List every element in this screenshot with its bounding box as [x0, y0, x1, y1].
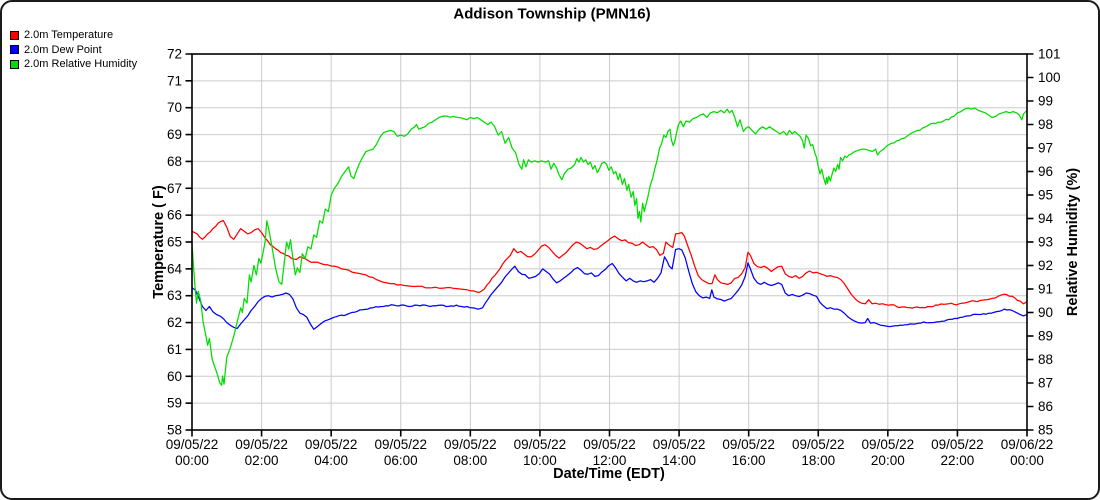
x-tick-label-time: 06:00 — [384, 453, 418, 468]
gridlines — [192, 54, 1027, 430]
y-right-tick-label: 91 — [1038, 282, 1053, 297]
y-right-tick-label: 95 — [1038, 188, 1053, 203]
x-tick-label-date: 09/05/22 — [374, 437, 427, 452]
x-tick-label-date: 09/05/22 — [166, 437, 219, 452]
series-line-relative-humidity — [192, 107, 1027, 386]
y-right-tick-label: 97 — [1038, 141, 1053, 156]
x-axis-title: Date/Time (EDT) — [553, 466, 665, 482]
right-axis-title: Relative Humidity (%) — [1065, 167, 1081, 317]
x-tick-label-date: 09/05/22 — [235, 437, 288, 452]
x-tick-label-date: 09/05/22 — [305, 437, 358, 452]
x-tick-label-date: 09/05/22 — [862, 437, 915, 452]
y-left-tick-label: 61 — [167, 342, 182, 357]
legend-label: 2.0m Temperature — [24, 29, 114, 42]
legend-item-dew-point: 2.0m Dew Point — [10, 43, 137, 58]
y-right-tick-label: 93 — [1038, 235, 1053, 250]
y-left-tick-label: 63 — [167, 288, 182, 303]
y-left-tick-label: 66 — [167, 208, 182, 223]
y-left-tick-label: 64 — [167, 261, 183, 276]
x-tick-label-date: 09/05/22 — [514, 437, 567, 452]
y-right-tick-label: 99 — [1038, 94, 1053, 109]
y-left-tick-label: 72 — [167, 47, 182, 62]
legend-label: 2.0m Dew Point — [24, 43, 102, 56]
series-lines — [192, 107, 1027, 386]
y-right-tick-label: 88 — [1038, 352, 1053, 367]
y-right-tick-label: 89 — [1038, 329, 1053, 344]
y-left-tick-label: 70 — [167, 100, 182, 115]
y-right-tick-label: 87 — [1038, 376, 1053, 391]
y-left-tick-label: 59 — [167, 396, 182, 411]
y-right-tick-label: 96 — [1038, 164, 1053, 179]
legend-label: 2.0m Relative Humidity — [24, 58, 138, 71]
tick-labels: 58 59 60 61 62 63 64 65 66 67 68 69 70 71 72 85 86 87 88 89… — [166, 47, 1061, 469]
left-axis-title: Temperature ( F) — [151, 185, 167, 299]
x-tick-label-time: 00:00 — [1010, 453, 1044, 468]
x-tick-label-time: 20:00 — [871, 453, 905, 468]
x-tick-label-date: 09/05/22 — [583, 437, 636, 452]
x-tick-label-date: 09/05/22 — [653, 437, 706, 452]
y-left-tick-label: 60 — [167, 369, 182, 384]
x-tick-label-date: 09/05/22 — [722, 437, 775, 452]
x-tick-label-time: 02:00 — [245, 453, 279, 468]
x-tick-label-time: 08:00 — [453, 453, 487, 468]
x-tick-label-date: 09/05/22 — [931, 437, 984, 452]
y-left-tick-label: 69 — [167, 127, 182, 142]
x-tick-label-time: 16:00 — [732, 453, 766, 468]
x-tick-label-date: 09/05/22 — [444, 437, 497, 452]
y-left-tick-label: 58 — [167, 423, 182, 438]
x-tick-label-time: 04:00 — [314, 453, 348, 468]
series-line-temperature — [192, 219, 1027, 309]
y-left-tick-label: 65 — [167, 235, 182, 250]
temperature-swatch-icon — [10, 30, 19, 40]
x-tick-label-time: 00:00 — [175, 453, 209, 468]
y-left-tick-label: 68 — [167, 154, 182, 169]
series-line-dew-point — [192, 248, 1027, 330]
y-right-tick-label: 85 — [1038, 423, 1053, 438]
chart-title: Addison Township (PMN16) — [453, 5, 651, 23]
relative-humidity-swatch-icon — [10, 59, 19, 69]
y-right-tick-label: 92 — [1038, 258, 1053, 273]
x-tick-label-time: 18:00 — [801, 453, 835, 468]
x-tick-label-time: 10:00 — [523, 453, 557, 468]
y-right-tick-label: 98 — [1038, 117, 1053, 132]
legend-item-temperature: 2.0m Temperature — [10, 28, 137, 43]
legend: 2.0m Temperature 2.0m Dew Point 2.0m Relat… — [10, 28, 137, 72]
axis-ticks — [185, 53, 1034, 437]
x-tick-label-time: 14:00 — [662, 453, 696, 468]
y-right-tick-label: 86 — [1038, 399, 1053, 414]
y-left-tick-label: 71 — [167, 73, 182, 88]
x-tick-label-time: 12:00 — [593, 453, 627, 468]
y-left-tick-label: 67 — [167, 181, 182, 196]
y-right-tick-label: 101 — [1038, 47, 1061, 62]
y-left-tick-label: 62 — [167, 315, 182, 330]
x-tick-label-time: 22:00 — [941, 453, 975, 468]
y-right-tick-label: 90 — [1038, 305, 1053, 320]
y-right-tick-label: 100 — [1038, 70, 1061, 85]
legend-item-relative-humidity: 2.0m Relative Humidity — [10, 57, 137, 72]
dew-point-swatch-icon — [10, 45, 19, 55]
x-tick-label-date: 09/05/22 — [792, 437, 845, 452]
y-right-tick-label: 94 — [1038, 211, 1054, 226]
x-tick-label-date: 09/06/22 — [1001, 437, 1054, 452]
